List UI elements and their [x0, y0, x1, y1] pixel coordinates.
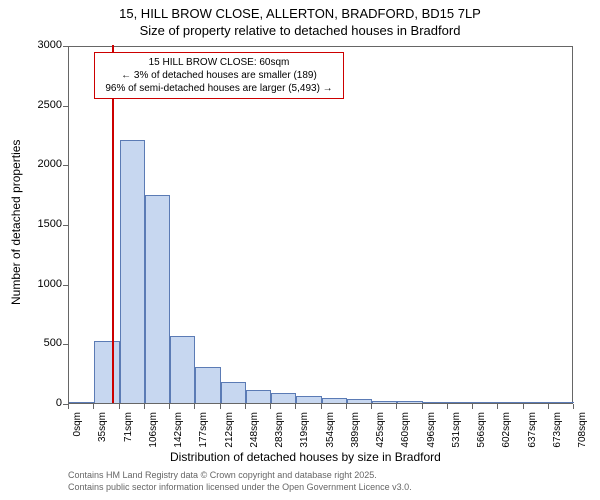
x-tick	[270, 404, 271, 409]
annotation-line-3: 96% of semi-detached houses are larger (…	[101, 82, 337, 95]
y-tick	[63, 285, 68, 286]
title-block: 15, HILL BROW CLOSE, ALLERTON, BRADFORD,…	[0, 0, 600, 40]
histogram-bar	[347, 399, 372, 403]
plot-area	[68, 46, 573, 404]
y-tick-label: 500	[26, 337, 62, 349]
y-tick-label: 3000	[26, 39, 62, 51]
title-line-2: Size of property relative to detached ho…	[0, 23, 600, 40]
x-tick	[472, 404, 473, 409]
x-tick	[422, 404, 423, 409]
x-tick	[548, 404, 549, 409]
histogram-bar	[221, 382, 246, 403]
x-tick	[346, 404, 347, 409]
y-tick-label: 2000	[26, 158, 62, 170]
histogram-bar	[145, 195, 170, 403]
histogram-bar	[549, 402, 574, 403]
x-tick	[93, 404, 94, 409]
x-tick-label: 0sqm	[72, 412, 83, 462]
y-tick	[63, 225, 68, 226]
histogram-bar	[524, 402, 549, 403]
x-tick	[220, 404, 221, 409]
histogram-bar	[473, 402, 498, 403]
x-tick-label: 566sqm	[476, 412, 487, 462]
x-tick-label: 106sqm	[148, 412, 159, 462]
title-line-1: 15, HILL BROW CLOSE, ALLERTON, BRADFORD,…	[0, 6, 600, 23]
histogram-bar	[246, 390, 271, 403]
x-tick	[119, 404, 120, 409]
x-tick-label: 602sqm	[501, 412, 512, 462]
x-tick	[573, 404, 574, 409]
x-tick-label: 531sqm	[451, 412, 462, 462]
x-tick-label: 637sqm	[527, 412, 538, 462]
x-tick	[447, 404, 448, 409]
histogram-bar	[195, 367, 220, 403]
x-tick-label: 708sqm	[577, 412, 588, 462]
x-tick	[295, 404, 296, 409]
x-tick	[245, 404, 246, 409]
x-axis-label: Distribution of detached houses by size …	[170, 450, 441, 464]
histogram-bar	[372, 401, 397, 403]
y-tick	[63, 344, 68, 345]
x-tick	[396, 404, 397, 409]
x-tick-label: 673sqm	[552, 412, 563, 462]
y-tick-label: 1000	[26, 278, 62, 290]
footer-line-1: Contains HM Land Registry data © Crown c…	[68, 470, 412, 482]
annotation-box: 15 HILL BROW CLOSE: 60sqm ← 3% of detach…	[94, 52, 344, 99]
y-axis-label: Number of detached properties	[9, 145, 23, 305]
histogram-bar	[448, 402, 473, 403]
histogram-bar	[498, 402, 523, 403]
annotation-line-2: ← 3% of detached houses are smaller (189…	[101, 69, 337, 82]
histogram-bar	[322, 398, 347, 403]
y-tick-label: 1500	[26, 218, 62, 230]
x-tick-label: 35sqm	[97, 412, 108, 462]
y-tick-label: 2500	[26, 99, 62, 111]
y-tick	[63, 106, 68, 107]
histogram-bar	[271, 393, 296, 403]
histogram-bar	[296, 396, 321, 403]
histogram-bar	[397, 401, 422, 403]
annotation-line-1: 15 HILL BROW CLOSE: 60sqm	[101, 56, 337, 69]
histogram-bar	[170, 336, 195, 403]
histogram-bar	[120, 140, 145, 403]
x-tick	[497, 404, 498, 409]
x-tick	[169, 404, 170, 409]
x-tick	[321, 404, 322, 409]
x-tick	[523, 404, 524, 409]
x-tick	[371, 404, 372, 409]
x-tick	[144, 404, 145, 409]
histogram-bar	[94, 341, 119, 403]
footer-line-2: Contains public sector information licen…	[68, 482, 412, 494]
histogram-bar	[423, 402, 448, 403]
x-tick-label: 71sqm	[123, 412, 134, 462]
x-tick	[194, 404, 195, 409]
y-tick	[63, 165, 68, 166]
y-tick	[63, 46, 68, 47]
footer-note: Contains HM Land Registry data © Crown c…	[68, 470, 412, 493]
y-tick-label: 0	[26, 397, 62, 409]
histogram-bar	[69, 402, 94, 403]
chart-container: 15, HILL BROW CLOSE, ALLERTON, BRADFORD,…	[0, 0, 600, 500]
x-tick	[68, 404, 69, 409]
